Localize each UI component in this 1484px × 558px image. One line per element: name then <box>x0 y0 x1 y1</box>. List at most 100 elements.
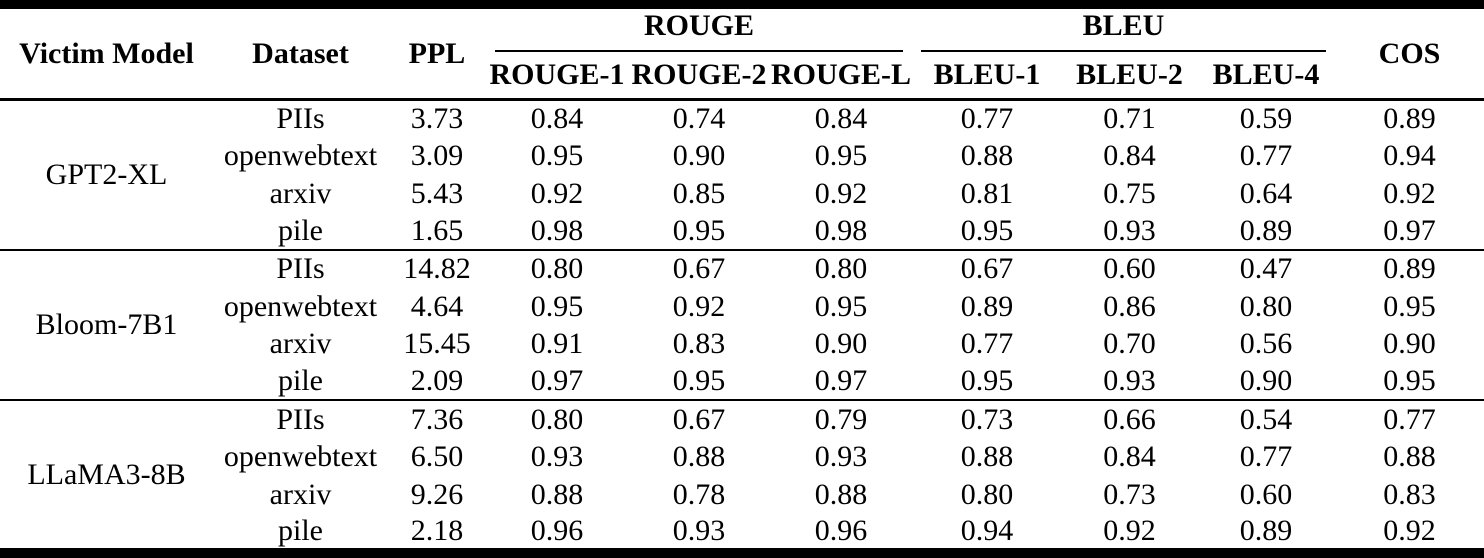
col-header-cos: COS <box>1335 4 1484 101</box>
model-group-gpt2-xl: GPT2-XL PIIs 3.73 0.84 0.74 0.84 0.77 0.… <box>0 99 1484 250</box>
dataset-cell: openwebtext <box>223 440 378 474</box>
dataset-cell: PIIs <box>213 248 388 288</box>
rouge1-cell: 0.96 <box>530 514 584 548</box>
rougeL-cell: 0.93 <box>814 440 868 474</box>
rouge2-cell: 0.93 <box>672 514 726 548</box>
cos-cell: 0.92 <box>1383 176 1436 210</box>
bleu1-cell: 0.89 <box>960 289 1014 323</box>
bleu2-cell: 0.84 <box>1103 440 1156 474</box>
bleu1-cell: 0.67 <box>912 248 1062 288</box>
rouge1-cell: 0.93 <box>530 440 584 474</box>
ppl-cell: 4.64 <box>410 289 464 323</box>
rougeL-cell: 0.98 <box>814 213 868 247</box>
bleu2-cell: 0.84 <box>1103 138 1156 172</box>
ppl-cell: 9.26 <box>410 477 464 511</box>
rouge1-cell: 0.95 <box>530 289 584 323</box>
bleu1-cell: 0.88 <box>960 440 1014 474</box>
model-name-cell: Bloom-7B1 <box>0 248 213 401</box>
rouge2-cell: 0.92 <box>672 289 726 323</box>
cos-cell: 0.77 <box>1335 399 1484 438</box>
bleu4-cell: 0.47 <box>1197 248 1335 288</box>
rougeL-cell: 0.92 <box>814 176 868 210</box>
rouge2-cell: 0.67 <box>628 399 770 438</box>
bleu1-cell: 0.94 <box>960 514 1014 548</box>
cos-cell: 0.92 <box>1383 514 1436 548</box>
bleu4-cell: 0.89 <box>1239 213 1293 247</box>
ppl-cell: 3.09 <box>410 138 464 172</box>
rouge2-cell: 0.74 <box>672 102 726 136</box>
rougeL-cell: 0.79 <box>770 399 912 438</box>
cos-cell: 0.89 <box>1383 102 1436 136</box>
col-header-bleu-4: BLEU-4 <box>1197 52 1335 101</box>
bleu4-cell: 0.77 <box>1239 138 1293 172</box>
rougeL-cell: 0.95 <box>814 138 868 172</box>
table-row: pile 2.09 0.97 0.95 0.97 0.95 0.93 0.90 … <box>0 363 1484 401</box>
dataset-cell: pile <box>278 213 323 247</box>
col-header-bleu-2: BLEU-2 <box>1062 52 1197 101</box>
model-name-cell: GPT2-XL <box>45 158 168 192</box>
dataset-cell: openwebtext <box>223 138 378 172</box>
rouge1-cell: 0.80 <box>486 399 628 438</box>
dataset-cell: PIIs <box>276 102 325 136</box>
bleu2-cell: 0.93 <box>1103 213 1156 247</box>
dataset-cell: arxiv <box>269 477 332 511</box>
model-group-llama3-8b: LLaMA3-8B PIIs 7.36 0.80 0.67 0.79 0.73 … <box>0 399 1484 553</box>
table-row: openwebtext 6.50 0.93 0.88 0.93 0.88 0.8… <box>0 438 1484 476</box>
rougeL-cell: 0.90 <box>814 327 868 361</box>
model-group-bloom-7b1: Bloom-7B1 PIIs 14.82 0.80 0.67 0.80 0.67… <box>0 248 1484 401</box>
col-header-dataset: Dataset <box>213 4 388 101</box>
cos-cell: 0.88 <box>1383 440 1436 474</box>
bleu2-cell: 0.92 <box>1103 514 1156 548</box>
col-header-rouge-l: ROUGE-L <box>770 52 912 101</box>
table-row: arxiv 9.26 0.88 0.78 0.88 0.80 0.73 0.60… <box>0 476 1484 514</box>
ppl-cell: 15.45 <box>403 327 471 361</box>
rouge1-cell: 0.84 <box>530 102 584 136</box>
table-row: openwebtext 4.64 0.95 0.92 0.95 0.89 0.8… <box>0 287 1484 325</box>
header-row-groups: Victim Model Dataset PPL ROUGE BLEU COS <box>0 4 1484 101</box>
rouge1-cell: 0.80 <box>486 248 628 288</box>
table-row: pile 2.18 0.96 0.93 0.96 0.94 0.92 0.89 … <box>0 513 1484 553</box>
ppl-cell: 1.65 <box>410 213 464 247</box>
bleu2-cell: 0.66 <box>1062 399 1197 438</box>
cos-cell: 0.90 <box>1383 327 1436 361</box>
rouge1-cell: 0.92 <box>530 176 584 210</box>
rouge1-cell: 0.97 <box>530 364 584 398</box>
cos-cell: 0.95 <box>1383 364 1436 398</box>
ppl-cell: 14.82 <box>388 248 486 288</box>
col-header-ppl: PPL <box>388 4 486 101</box>
col-header-rouge-1: ROUGE-1 <box>486 52 628 101</box>
rougeL-cell: 0.84 <box>814 102 868 136</box>
col-group-rouge: ROUGE <box>486 5 912 52</box>
table-row: arxiv 5.43 0.92 0.85 0.92 0.81 0.75 0.64… <box>0 174 1484 212</box>
bleu1-cell: 0.88 <box>960 138 1014 172</box>
dataset-cell: pile <box>278 364 323 398</box>
rouge1-cell: 0.88 <box>530 477 584 511</box>
bleu2-cell: 0.73 <box>1103 477 1156 511</box>
ppl-cell: 2.09 <box>410 364 464 398</box>
ppl-cell: 6.50 <box>410 440 464 474</box>
bleu2-cell: 0.71 <box>1103 102 1156 136</box>
bleu4-cell: 0.77 <box>1239 440 1293 474</box>
rouge1-cell: 0.91 <box>530 327 584 361</box>
rougeL-cell: 0.88 <box>814 477 868 511</box>
rougeL-cell: 0.95 <box>814 289 868 323</box>
bleu4-cell: 0.59 <box>1239 102 1293 136</box>
bleu1-cell: 0.77 <box>960 102 1014 136</box>
bleu4-cell: 0.80 <box>1239 289 1293 323</box>
dataset-cell: arxiv <box>269 327 332 361</box>
rouge1-cell: 0.98 <box>530 213 584 247</box>
bleu4-cell: 0.90 <box>1239 364 1293 398</box>
cos-cell: 0.83 <box>1383 477 1436 511</box>
rouge2-cell: 0.95 <box>672 364 726 398</box>
rougeL-cell: 0.80 <box>770 248 912 288</box>
rouge2-cell: 0.88 <box>672 440 726 474</box>
cos-cell: 0.89 <box>1335 248 1484 288</box>
col-header-bleu-1: BLEU-1 <box>912 52 1062 101</box>
table-row: LLaMA3-8B PIIs 7.36 0.80 0.67 0.79 0.73 … <box>0 399 1484 553</box>
cos-cell: 0.97 <box>1383 213 1436 247</box>
dataset-cell: pile <box>278 514 323 548</box>
bleu2-cell: 0.60 <box>1062 248 1197 288</box>
ppl-cell: 3.73 <box>410 102 464 136</box>
rouge-group-label: ROUGE <box>495 9 903 52</box>
ppl-cell: 5.43 <box>410 176 464 210</box>
